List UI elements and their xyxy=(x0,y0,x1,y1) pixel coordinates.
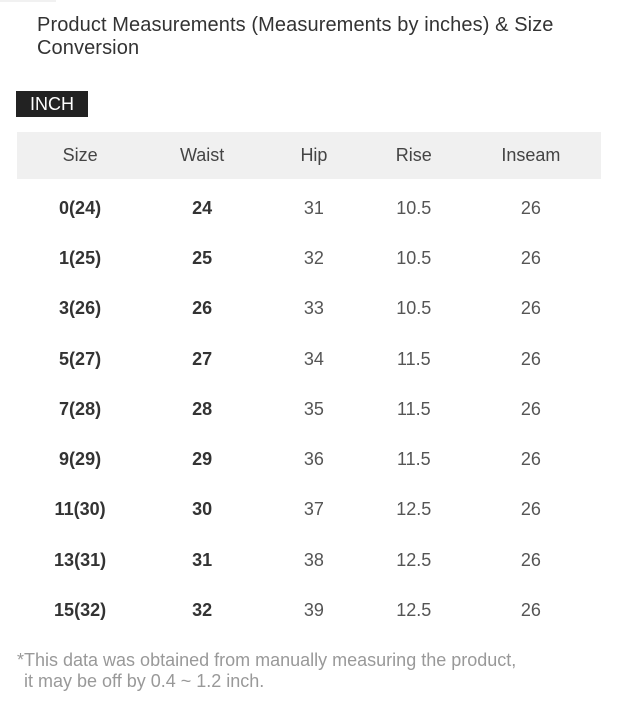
table-cell: 39 xyxy=(303,600,324,621)
table-cell: 37 xyxy=(303,499,324,520)
table-cell: 12.5 xyxy=(396,600,432,621)
table-cell: 26 xyxy=(520,549,541,570)
table-cell: 11.5 xyxy=(396,348,431,369)
top-edge-sliver xyxy=(0,0,56,2)
table-body: 0(24) 24 31 10.5 26 1(25) 25 32 10.5 26 3(26) 26 33 1… xyxy=(17,179,601,636)
page-title: Product Measurements (Measurements by in… xyxy=(37,14,554,59)
table-cell: 11(30) xyxy=(54,499,106,520)
table-cell: 28 xyxy=(192,398,213,419)
table-cell: 26 xyxy=(520,398,541,419)
table-cell: 26 xyxy=(520,348,541,369)
table-cell: 26 xyxy=(520,499,541,520)
table-cell: 34 xyxy=(303,348,324,369)
table-cell: 12.5 xyxy=(396,499,432,520)
table-cell: 3(26) xyxy=(59,298,102,319)
table-row: 7(28) 28 35 11.5 26 xyxy=(17,384,601,434)
table-cell: 30 xyxy=(192,499,213,520)
table-cell: 26 xyxy=(192,298,213,319)
footnote-line-1: *This data was obtained from manually me… xyxy=(17,649,517,670)
table-cell: 31 xyxy=(192,549,213,570)
table-cell: 5(27) xyxy=(59,348,102,369)
table-cell: 11.5 xyxy=(396,398,431,419)
table-cell: 7(28) xyxy=(59,398,102,419)
footnote-line-2: it may be off by 0.4 ~ 1.2 inch. xyxy=(24,670,265,691)
table-row: 15(32) 32 39 12.5 26 xyxy=(17,585,601,635)
table-cell: 36 xyxy=(303,449,324,470)
table-row: 13(31) 31 38 12.5 26 xyxy=(17,535,601,585)
table-cell: 24 xyxy=(192,197,213,218)
table-cell: 15(32) xyxy=(54,600,107,621)
table-header-row: Size Waist Hip Rise Inseam xyxy=(17,132,601,179)
column-header-size: Size xyxy=(62,145,98,165)
table-cell: 35 xyxy=(303,398,324,419)
table-cell: 26 xyxy=(520,247,541,268)
table-cell: 9(29) xyxy=(59,449,102,470)
column-header-hip: Hip xyxy=(300,145,328,165)
table-cell: 26 xyxy=(520,449,541,470)
table-row: 0(24) 24 31 10.5 26 xyxy=(17,183,601,233)
table-cell: 1(25) xyxy=(59,247,102,268)
table-cell: 0(24) xyxy=(59,197,102,218)
table-cell: 32 xyxy=(303,247,324,268)
table-cell: 10.5 xyxy=(396,298,432,319)
table-row: 5(27) 27 34 11.5 26 xyxy=(17,334,601,384)
unit-badge-inch: INCH xyxy=(16,91,88,117)
table-cell: 32 xyxy=(192,600,213,621)
table-row: 11(30) 30 37 12.5 26 xyxy=(17,485,601,535)
measurement-footnote: *This data was obtained from manually me… xyxy=(17,650,609,692)
table-cell: 33 xyxy=(303,298,324,319)
table-cell: 31 xyxy=(303,197,324,218)
table-cell: 13(31) xyxy=(54,549,107,570)
table-cell: 29 xyxy=(192,449,213,470)
table-cell: 10.5 xyxy=(396,197,432,218)
table-row: 9(29) 29 36 11.5 26 xyxy=(17,434,601,484)
table-cell: 12.5 xyxy=(396,549,432,570)
table-cell: 27 xyxy=(192,348,213,369)
table-cell: 26 xyxy=(520,298,541,319)
table-cell: 11.5 xyxy=(396,449,431,470)
table-cell: 10.5 xyxy=(396,247,432,268)
column-header-rise: Rise xyxy=(395,145,432,165)
table-cell: 25 xyxy=(192,247,213,268)
column-header-inseam: Inseam xyxy=(501,145,561,165)
measurements-table: Size Waist Hip Rise Inseam 0(24) 24 31 10.5… xyxy=(17,132,601,636)
table-row: 1(25) 25 32 10.5 26 xyxy=(17,233,601,283)
table-cell: 26 xyxy=(520,600,541,621)
table-row: 3(26) 26 33 10.5 26 xyxy=(17,284,601,334)
table-cell: 38 xyxy=(303,549,324,570)
table-cell: 26 xyxy=(520,197,541,218)
column-header-waist: Waist xyxy=(179,145,225,165)
